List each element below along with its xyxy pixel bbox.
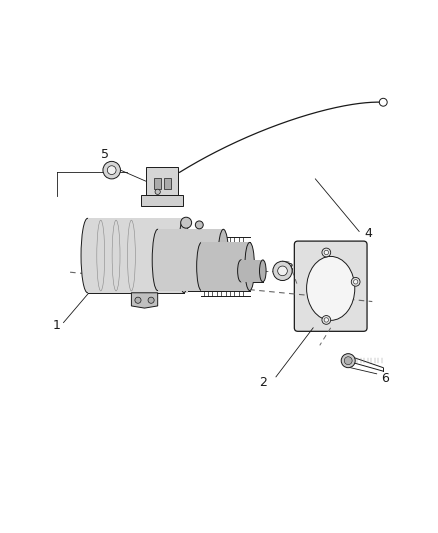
Circle shape (351, 278, 360, 286)
FancyBboxPatch shape (145, 167, 179, 195)
Text: 1: 1 (53, 319, 61, 332)
Polygon shape (131, 293, 158, 308)
Circle shape (135, 297, 141, 303)
Ellipse shape (81, 219, 94, 293)
Ellipse shape (307, 256, 355, 320)
Circle shape (353, 280, 358, 284)
FancyBboxPatch shape (164, 178, 171, 189)
FancyBboxPatch shape (158, 229, 223, 290)
Circle shape (148, 297, 154, 303)
FancyBboxPatch shape (154, 178, 161, 189)
Ellipse shape (245, 243, 254, 290)
Ellipse shape (178, 219, 189, 293)
Text: 2: 2 (259, 376, 267, 389)
FancyBboxPatch shape (141, 195, 183, 206)
Ellipse shape (218, 229, 229, 290)
Ellipse shape (152, 229, 163, 290)
Circle shape (273, 261, 292, 280)
Circle shape (278, 266, 287, 276)
Circle shape (341, 354, 355, 368)
Ellipse shape (180, 217, 192, 228)
Circle shape (379, 98, 387, 106)
Ellipse shape (237, 260, 244, 282)
Ellipse shape (195, 221, 203, 229)
Circle shape (344, 357, 352, 365)
Ellipse shape (259, 260, 266, 282)
Text: 4: 4 (364, 227, 372, 240)
FancyBboxPatch shape (241, 260, 263, 282)
Circle shape (324, 251, 328, 255)
FancyBboxPatch shape (201, 243, 250, 290)
Text: 5: 5 (101, 148, 109, 161)
FancyBboxPatch shape (88, 219, 188, 293)
Circle shape (322, 248, 331, 257)
FancyBboxPatch shape (294, 241, 367, 332)
Circle shape (324, 318, 328, 322)
Ellipse shape (197, 243, 206, 290)
Text: 3: 3 (285, 262, 293, 275)
Circle shape (155, 189, 160, 195)
Text: 6: 6 (381, 372, 389, 385)
Circle shape (322, 316, 331, 324)
Circle shape (107, 166, 116, 174)
Circle shape (103, 161, 120, 179)
